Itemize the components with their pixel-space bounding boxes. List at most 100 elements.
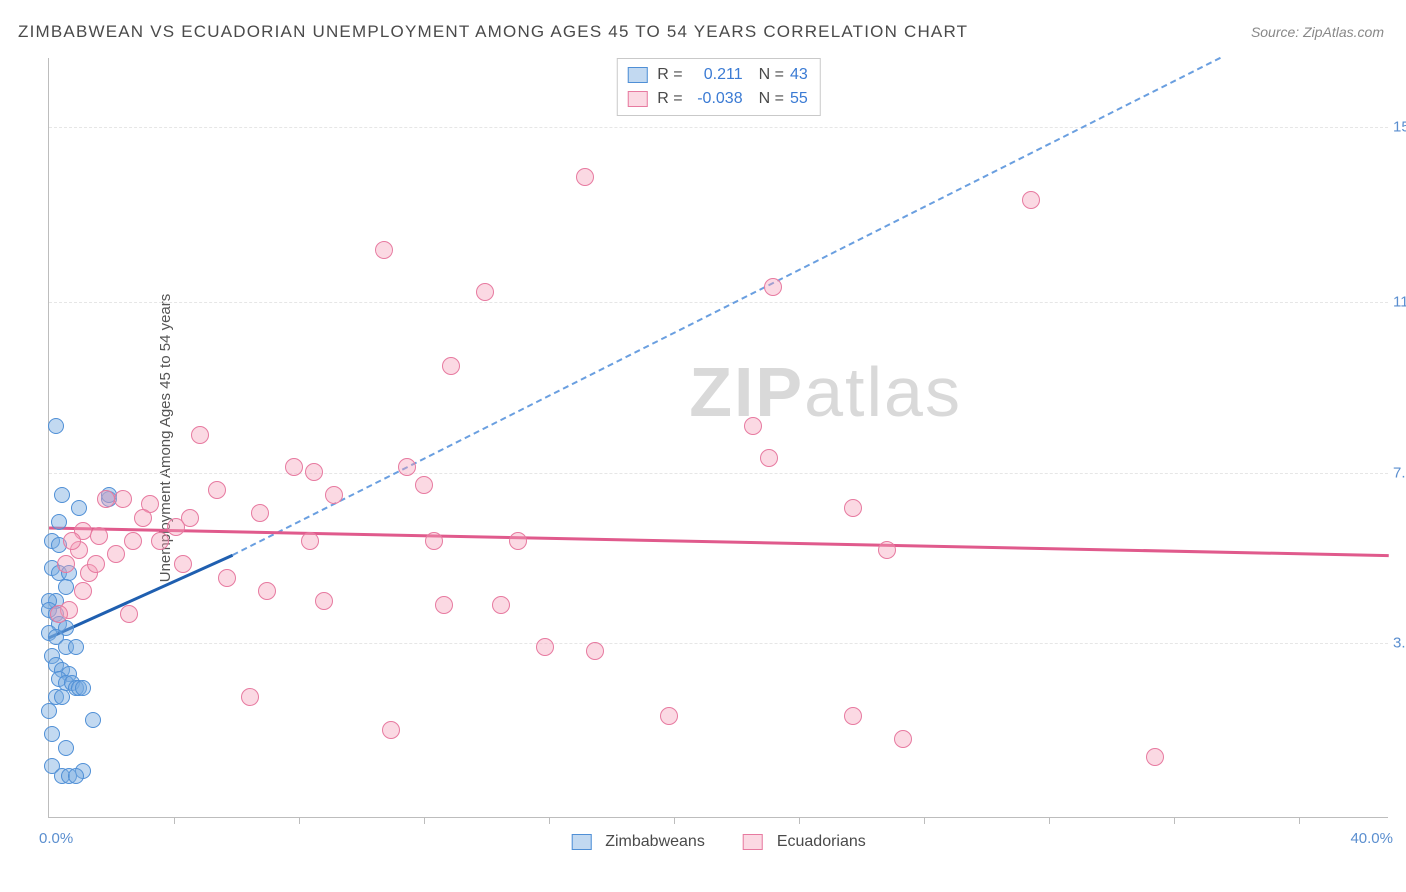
watermark-light: atlas <box>804 353 962 431</box>
x-tick <box>299 817 300 824</box>
x-tick <box>924 817 925 824</box>
x-tick <box>1299 817 1300 824</box>
x-tick <box>1174 817 1175 824</box>
bottom-legend: Zimbabweans Ecuadorians <box>571 833 866 851</box>
data-point <box>844 499 862 517</box>
legend-swatch <box>743 834 763 850</box>
trend-line <box>49 526 1389 557</box>
gridline-h <box>49 643 1388 644</box>
data-point <box>476 283 494 301</box>
x-tick <box>1049 817 1050 824</box>
source-label: Source: ZipAtlas.com <box>1251 24 1384 40</box>
x-tick <box>424 817 425 824</box>
data-point <box>442 357 460 375</box>
data-point <box>107 545 125 563</box>
data-point <box>844 707 862 725</box>
x-tick <box>549 817 550 824</box>
data-point <box>54 487 70 503</box>
data-point <box>258 582 276 600</box>
data-point <box>51 514 67 530</box>
data-point <box>301 532 319 550</box>
data-point <box>764 278 782 296</box>
data-point <box>218 569 236 587</box>
legend-label: Ecuadorians <box>777 833 866 851</box>
data-point <box>415 476 433 494</box>
legend-label: Zimbabweans <box>605 833 705 851</box>
data-point <box>120 605 138 623</box>
chart-title: ZIMBABWEAN VS ECUADORIAN UNEMPLOYMENT AM… <box>18 22 968 42</box>
data-point <box>325 486 343 504</box>
data-point <box>75 680 91 696</box>
data-point <box>660 707 678 725</box>
legend-item: Zimbabweans <box>571 833 705 851</box>
x-axis-max-label: 40.0% <box>1350 830 1393 847</box>
data-point <box>435 596 453 614</box>
data-point <box>398 458 416 476</box>
data-point <box>87 555 105 573</box>
legend-swatch <box>571 834 591 850</box>
data-point <box>54 689 70 705</box>
y-tick-label: 15.0% <box>1393 119 1406 136</box>
data-point <box>894 730 912 748</box>
gridline-h <box>49 473 1388 474</box>
data-point <box>191 426 209 444</box>
data-point <box>167 518 185 536</box>
data-point <box>315 592 333 610</box>
data-point <box>41 703 57 719</box>
data-point <box>63 532 81 550</box>
stat-r-label: R = <box>657 63 682 87</box>
y-tick-label: 3.8% <box>1393 634 1406 651</box>
plot-area: Unemployment Among Ages 45 to 54 years Z… <box>48 58 1388 818</box>
data-point <box>241 688 259 706</box>
data-point <box>305 463 323 481</box>
x-tick <box>174 817 175 824</box>
data-point <box>878 541 896 559</box>
stat-n-value: 43 <box>790 63 808 87</box>
stat-r-label: R = <box>657 87 682 111</box>
data-point <box>536 638 554 656</box>
data-point <box>85 712 101 728</box>
stat-n-value: 55 <box>790 87 808 111</box>
data-point <box>586 642 604 660</box>
x-tick <box>674 817 675 824</box>
data-point <box>251 504 269 522</box>
legend-swatch <box>627 91 647 107</box>
data-point <box>48 418 64 434</box>
x-axis-min-label: 0.0% <box>39 830 73 847</box>
stats-row: R = -0.038 N = 55 <box>627 87 807 111</box>
data-point <box>71 500 87 516</box>
data-point <box>57 555 75 573</box>
trend-line <box>232 57 1221 556</box>
data-point <box>174 555 192 573</box>
data-point <box>58 579 74 595</box>
legend-item: Ecuadorians <box>743 833 866 851</box>
data-point <box>151 532 169 550</box>
data-point <box>114 490 132 508</box>
data-point <box>1146 748 1164 766</box>
x-tick <box>799 817 800 824</box>
data-point <box>285 458 303 476</box>
data-point <box>744 417 762 435</box>
data-point <box>509 532 527 550</box>
stats-row: R =0.211N = 43 <box>627 63 807 87</box>
data-point <box>124 532 142 550</box>
stat-n-label: N = <box>759 63 784 87</box>
y-tick-label: 11.2% <box>1393 294 1406 311</box>
data-point <box>44 726 60 742</box>
stat-n-label: N = <box>759 87 784 111</box>
data-point <box>97 490 115 508</box>
data-point <box>134 509 152 527</box>
legend-swatch <box>627 67 647 83</box>
watermark: ZIPatlas <box>689 352 962 432</box>
gridline-h <box>49 127 1388 128</box>
stat-r-value: -0.038 <box>689 87 743 111</box>
data-point <box>375 241 393 259</box>
data-point <box>68 639 84 655</box>
data-point <box>425 532 443 550</box>
y-tick-label: 7.5% <box>1393 464 1406 481</box>
data-point <box>50 605 68 623</box>
stats-box: R =0.211N = 43R = -0.038 N = 55 <box>616 58 820 116</box>
data-point <box>576 168 594 186</box>
data-point <box>58 740 74 756</box>
data-point <box>492 596 510 614</box>
